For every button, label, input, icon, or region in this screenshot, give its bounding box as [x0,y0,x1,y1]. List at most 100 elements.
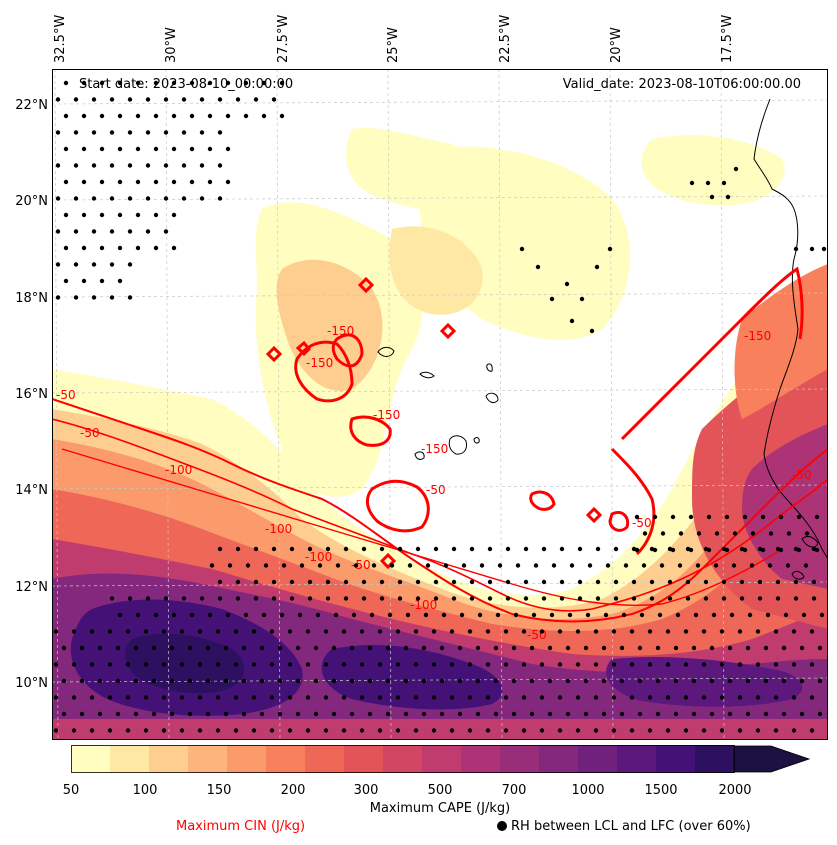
rh-dot [521,662,527,667]
rh-dot [99,146,105,152]
rh-dot [81,212,87,218]
rh-dot [603,612,609,618]
rh-dot [269,629,275,634]
rh-dot [513,612,519,618]
rh-dot [359,662,365,667]
rh-dot [153,212,159,218]
colorbar-cell [617,745,657,773]
rh-dot [215,728,221,733]
rh-dot [63,179,69,185]
rh-dot [783,612,789,618]
rh-dot [593,629,599,634]
rh-dot [523,579,529,585]
rh-dot [71,629,77,634]
rh-dot [768,531,774,536]
rh-dot [99,245,105,251]
rh-dot [187,678,193,684]
colorbar-tick: 300 [353,783,379,798]
rh-dot [457,645,463,651]
rh-dot [215,662,221,667]
rh-dot [107,728,113,733]
rh-dot [665,629,671,634]
rh-dot [631,596,637,601]
rh-dot [701,662,707,667]
rh-dot [109,163,115,168]
cin-cell-small-1 [295,340,312,357]
cape-patch-mid-orange [276,259,383,391]
rh-dot [55,196,61,201]
rh-dot [91,196,97,201]
rh-dot [215,629,221,634]
rh-dot [529,678,535,684]
rh-dot [811,596,817,601]
map-border [52,69,828,740]
rh-dot [171,80,177,86]
rh-dot [145,163,151,168]
rh-dot [623,563,629,568]
colorbar-cell [461,745,501,773]
cin-legend-label: Maximum CIN (J/kg) [176,819,306,834]
rh-dot [595,596,601,601]
rh-dot [737,695,743,700]
rh-dot [377,695,383,700]
rh-dot [577,596,583,601]
cin-cell-small-5 [379,552,397,570]
rh-dot [727,711,733,717]
rh-dot [277,645,283,651]
rh-dot [701,695,707,700]
rh-dot [205,711,211,717]
rh-dot [709,711,715,717]
rh-dot [683,695,689,700]
rh-dot [677,563,683,568]
contour-label: -150 [744,329,771,343]
rh-dot [153,612,159,618]
rh-dot [689,180,695,186]
rh-dot [259,645,265,651]
contour-label: -150 [327,324,354,338]
colorbar-cell [266,745,306,773]
rh-dot [127,163,133,168]
rh-dot [251,629,257,634]
rh-dot [349,678,355,684]
rh-dot [377,662,383,667]
rh-dot [799,711,805,717]
rh-dot [655,711,661,717]
rh-dot [333,612,339,618]
rh-dot [217,579,223,585]
colorbar-cell [344,745,384,773]
rh-dot [241,678,247,684]
rh-dot [549,296,555,302]
rh-dot [457,711,463,717]
rh-dot [127,229,133,234]
rh-dot [683,728,689,733]
cin-cell-small-6 [585,506,603,524]
rh-dot [143,662,149,667]
rh-dot [767,563,773,568]
rh-dot [557,662,563,667]
rh-dot [61,711,67,717]
rh-dot [583,678,589,684]
rh-dot [395,629,401,634]
rh-dot [207,179,213,185]
rh-dot [721,596,727,601]
rh-dot [325,546,331,552]
rh-dot [579,296,585,302]
rh-dot [541,546,547,552]
rh-dot [169,645,175,651]
rh-dot [750,531,756,536]
rh-dot [325,596,331,601]
rh-dot [755,695,761,700]
rh-dot [235,546,241,552]
rh-dot [732,531,738,536]
rh-dot [467,728,473,733]
contour-label: -50 [351,558,371,572]
lat-label-20n: 20°N [15,194,48,209]
rh-dot [755,629,761,634]
rh-dot [549,612,555,618]
rh-dot [343,546,349,552]
rh-dot [451,546,457,552]
rh-dot [593,662,599,667]
colorbar-cell [227,745,267,773]
rh-dot [449,629,455,634]
rh-dot [773,695,779,700]
